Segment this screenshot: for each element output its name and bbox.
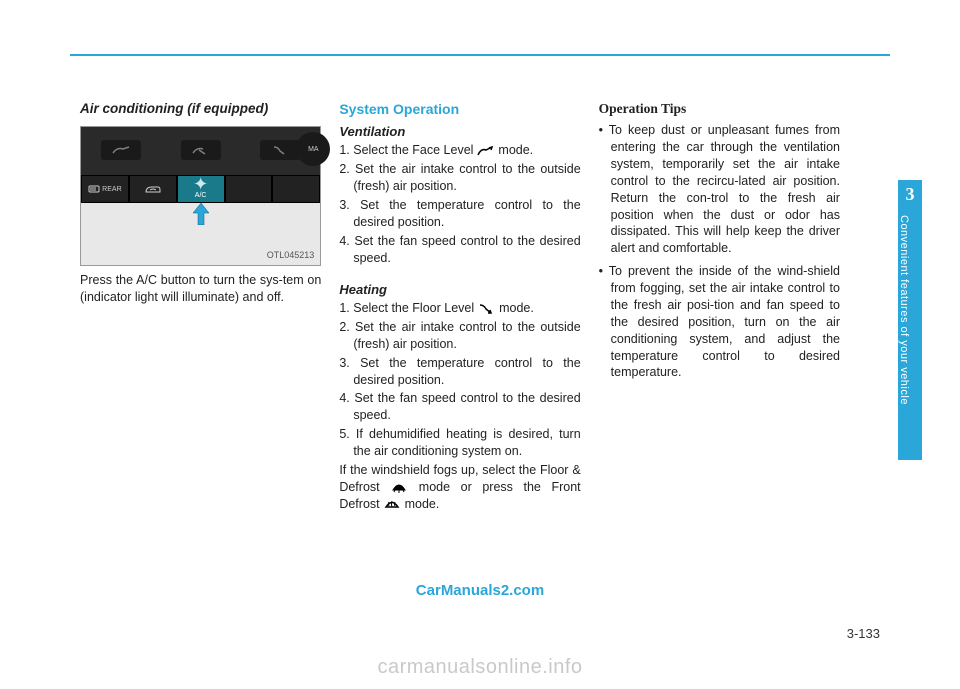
ac-label: A/C [195, 191, 207, 200]
front-defrost-icon [383, 498, 401, 510]
content-columns: Air conditioning (if equipped) MA REAR ✦ [80, 100, 840, 519]
heating-tail: If the windshield fogs up, select the Fl… [339, 462, 580, 513]
ventilation-text-1a: 1. Select the Face Level [339, 143, 477, 157]
col1-heading: Air conditioning (if equipped) [80, 100, 321, 118]
blank-button-2 [272, 175, 320, 203]
operation-tips-list: To keep dust or unpleasant fumes from en… [599, 122, 840, 381]
ac-figure: MA REAR ✦ A/C OTL045213 [80, 126, 321, 266]
heating-list: 1. Select the Floor Level mode. 2. Set t… [339, 300, 580, 460]
heating-text-1a: 1. Select the Floor Level [339, 301, 477, 315]
figure-id: OTL045213 [267, 249, 315, 261]
floor-level-icon [478, 303, 496, 315]
ventilation-list: 1. Select the Face Level mode. 2. Set th… [339, 142, 580, 266]
heating-item-2: 2. Set the air intake control to the out… [339, 319, 580, 353]
ventilation-text-1b: mode. [498, 143, 533, 157]
chapter-side-tab: 3 Convenient features of your vehicle [898, 180, 922, 460]
tip-2: To prevent the inside of the wind-shield… [599, 263, 840, 381]
column-1: Air conditioning (if equipped) MA REAR ✦ [80, 100, 321, 519]
vent-floor-icon [260, 140, 300, 160]
figure-top-buttons: MA [81, 137, 320, 163]
figure-button-row: REAR ✦ A/C [81, 175, 320, 203]
rear-defrost-icon [88, 184, 100, 194]
heating-tail-3: mode. [405, 497, 440, 511]
watermark-site: carmanualsonline.info [377, 656, 582, 679]
ventilation-item-2: 2. Set the air intake control to the out… [339, 161, 580, 195]
page-number: 3-133 [847, 626, 880, 641]
blank-button-1 [225, 175, 273, 203]
ac-pointer-arrow [192, 203, 210, 225]
top-rule [70, 54, 890, 56]
face-level-icon [477, 145, 495, 157]
recirculate-button [129, 175, 177, 203]
recirculate-icon [144, 184, 162, 194]
heating-item-4: 4. Set the fan speed control to the desi… [339, 390, 580, 424]
col2-heading: System Operation [339, 100, 580, 119]
max-label: MA [308, 145, 319, 154]
floor-defrost-icon [390, 482, 408, 494]
tip-1: To keep dust or unpleasant fumes from en… [599, 122, 840, 257]
heating-item-1: 1. Select the Floor Level mode. [339, 300, 580, 317]
ventilation-item-3: 3. Set the temperature control to the de… [339, 197, 580, 231]
col1-caption: Press the A/C button to turn the sys-tem… [80, 272, 321, 306]
col3-heading: Operation Tips [599, 100, 840, 118]
ventilation-heading: Ventilation [339, 123, 580, 141]
heating-heading: Heating [339, 281, 580, 299]
ventilation-item-4: 4. Set the fan speed control to the desi… [339, 233, 580, 267]
chapter-title: Convenient features of your vehicle [898, 205, 910, 445]
heating-text-1b: mode. [499, 301, 534, 315]
column-2: System Operation Ventilation 1. Select t… [339, 100, 580, 519]
heating-item-5: 5. If dehumidified heating is desired, t… [339, 426, 580, 460]
ac-button-highlighted: ✦ A/C [177, 175, 225, 203]
rear-label: REAR [102, 185, 121, 194]
ventilation-item-1: 1. Select the Face Level mode. [339, 142, 580, 159]
column-3: Operation Tips To keep dust or unpleasan… [599, 100, 840, 519]
vent-face-icon [101, 140, 141, 160]
chapter-number: 3 [898, 180, 922, 205]
vent-bilevel-icon [181, 140, 221, 160]
max-dial: MA [296, 132, 330, 166]
watermark-brand: CarManuals2.com [416, 582, 544, 599]
rear-defrost-button: REAR [81, 175, 129, 203]
heating-item-3: 3. Set the temperature control to the de… [339, 355, 580, 389]
